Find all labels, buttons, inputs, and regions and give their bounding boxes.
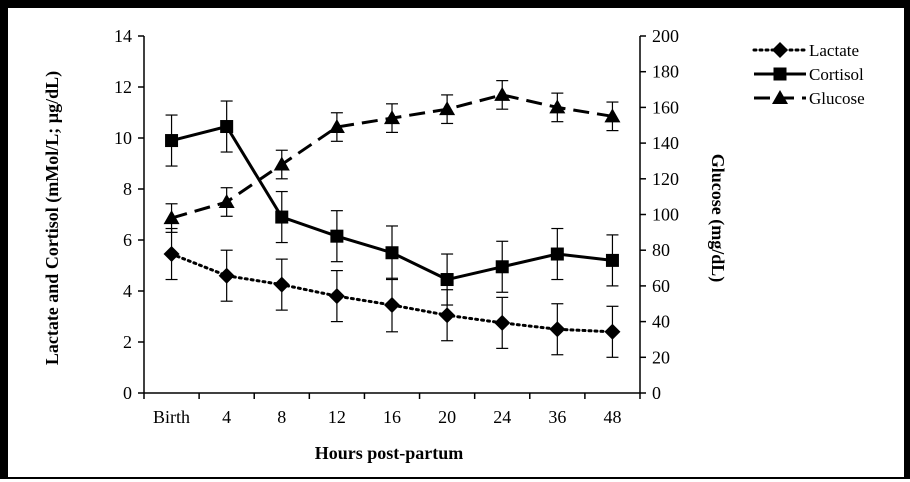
y-left-tick-label: 12 — [114, 77, 132, 97]
cortisol-point — [605, 253, 619, 267]
y-left-tick-label: 8 — [123, 179, 132, 199]
y-axis-left-title: Lactate and Cortisol (mMol/L; µg/dL) — [42, 71, 63, 365]
legend-item-glucose: Glucose — [754, 89, 865, 108]
legend-label-lactate: Lactate — [809, 41, 859, 60]
y-right-tick-label: 20 — [652, 347, 670, 367]
lactate-point — [328, 288, 345, 305]
y-right-tick-label: 60 — [652, 276, 670, 296]
legend: Lactate Cortisol Glucose — [752, 41, 865, 108]
legend-item-cortisol: Cortisol — [754, 65, 864, 84]
y-right-tick-label: 160 — [652, 97, 679, 117]
legend-label-cortisol: Cortisol — [809, 65, 864, 84]
glucose-point — [163, 210, 180, 225]
y-left-tick-label: 14 — [114, 26, 132, 46]
legend-swatch-marker — [772, 90, 788, 104]
cortisol-point — [275, 210, 289, 224]
series-cortisol — [165, 100, 619, 306]
lactate-point — [549, 321, 566, 338]
lactate-point — [384, 297, 400, 314]
lactate-point — [439, 307, 456, 324]
x-axis-title: Hours post-partum — [315, 443, 464, 463]
series-lactate — [163, 227, 621, 358]
cortisol-point — [165, 134, 179, 148]
y-left-tick-label: 10 — [114, 128, 132, 148]
cortisol-point — [330, 229, 344, 243]
axes: 02468101214020406080100120140160180200Bi… — [114, 26, 679, 427]
y-left-tick-label: 6 — [123, 230, 132, 250]
series-glucose — [163, 80, 621, 233]
legend-label-glucose: Glucose — [809, 89, 865, 108]
x-tick-label: 4 — [222, 407, 231, 427]
x-tick-label: 16 — [383, 407, 401, 427]
glucose-point — [384, 110, 400, 125]
lactate-point — [604, 323, 621, 340]
cortisol-point — [220, 120, 234, 134]
glucose-point — [604, 108, 621, 123]
y-right-tick-label: 120 — [652, 169, 679, 189]
x-tick-label: 48 — [603, 407, 621, 427]
x-tick-label: 20 — [438, 407, 456, 427]
y-right-tick-label: 200 — [652, 26, 679, 46]
legend-swatch-marker — [773, 67, 787, 81]
y-right-tick-label: 40 — [652, 312, 670, 332]
y-right-tick-label: 140 — [652, 133, 679, 153]
y-left-tick-label: 4 — [123, 281, 132, 301]
x-tick-label: 24 — [493, 407, 511, 427]
y-right-tick-label: 80 — [652, 240, 670, 260]
glucose-point — [328, 119, 345, 134]
glucose-point — [439, 101, 456, 116]
lactate-point — [494, 314, 511, 331]
glucose-point — [273, 156, 290, 171]
y-axis-right-title: Glucose (mg/dL) — [707, 154, 728, 283]
series-layer — [163, 80, 621, 358]
legend-swatch-marker — [772, 42, 788, 58]
lactate-point — [218, 267, 235, 284]
glucose-point — [549, 99, 566, 114]
lactate-point — [273, 276, 290, 293]
line-chart: 02468101214020406080100120140160180200Bi… — [42, 26, 865, 463]
y-right-tick-label: 180 — [652, 62, 679, 82]
x-tick-label: 12 — [328, 407, 346, 427]
legend-item-lactate: Lactate — [752, 41, 859, 60]
cortisol-point — [550, 247, 564, 261]
y-right-tick-label: 100 — [652, 205, 679, 225]
glucose-point — [218, 194, 235, 209]
glucose-point — [494, 86, 511, 101]
x-tick-label: 36 — [548, 407, 566, 427]
cortisol-point — [385, 246, 399, 260]
x-tick-label: Birth — [153, 407, 190, 427]
cortisol-point — [440, 273, 454, 287]
lactate-point — [163, 246, 180, 263]
y-left-tick-label: 0 — [123, 383, 132, 403]
cortisol-point — [495, 260, 509, 274]
y-left-tick-label: 2 — [123, 332, 132, 352]
y-right-tick-label: 0 — [652, 383, 661, 403]
x-tick-label: 8 — [277, 407, 286, 427]
